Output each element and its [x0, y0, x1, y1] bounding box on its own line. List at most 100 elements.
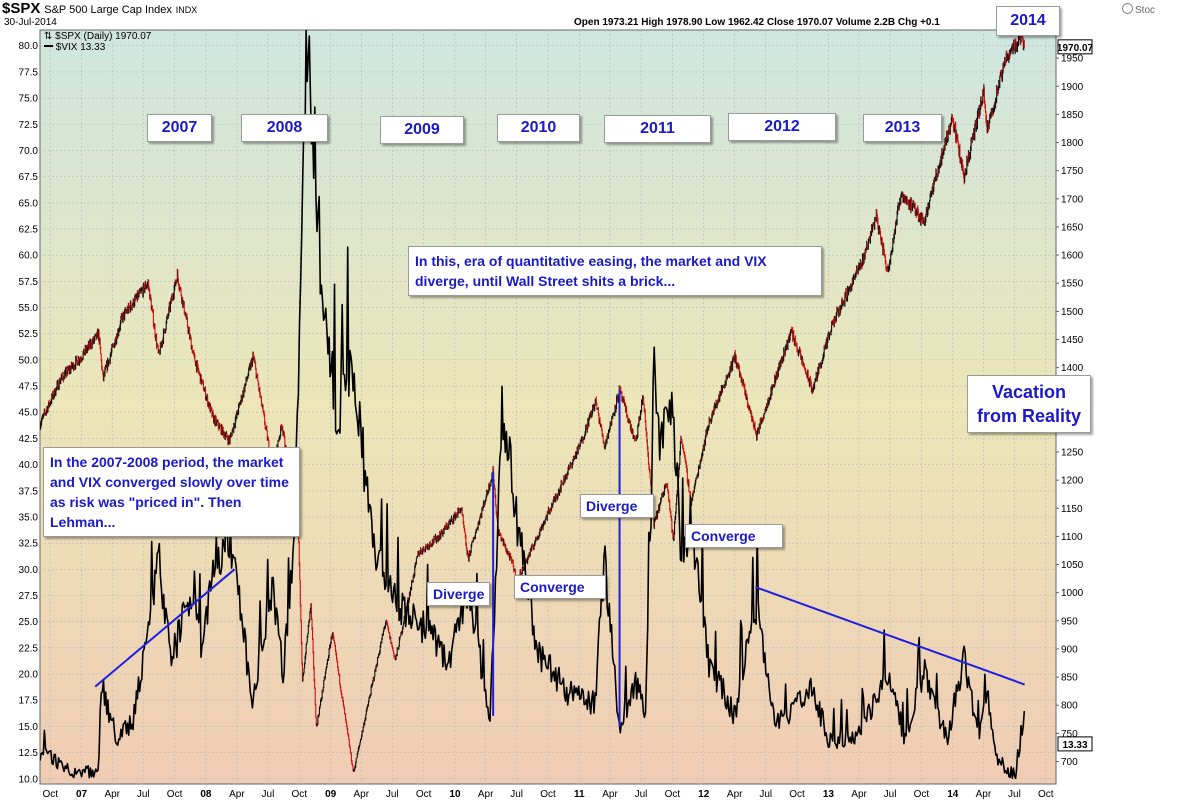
legend-vix: $VIX 13.33: [44, 42, 151, 53]
left-tick-label: 25.0: [19, 617, 39, 628]
left-tick-label: 80.0: [19, 41, 39, 52]
left-tick-label: 75.0: [19, 94, 39, 105]
left-axis-ticks: 10.0 12.5 15.0 17.5 20.0 22.5 25.0 27.5 30.0 32.5…: [19, 41, 39, 785]
x-tick-label: Jul: [884, 789, 897, 800]
right-tick-label: 1050: [1061, 560, 1084, 571]
x-tick-label: Jul: [759, 789, 772, 800]
year-label-2014: 2014: [996, 6, 1060, 36]
right-tick-label: 1250: [1061, 448, 1084, 459]
watermark-text: Stoc: [1135, 5, 1156, 16]
left-tick-label: 52.5: [19, 329, 39, 340]
year-label-2009: 2009: [380, 116, 464, 144]
line-icon: [44, 45, 53, 47]
candle-icon: ⇅: [44, 31, 53, 42]
x-tick-label: Apr: [602, 789, 618, 800]
x-tick-label: 08: [200, 789, 212, 800]
right-tick-label: 1700: [1061, 194, 1084, 205]
x-tick-label: Apr: [478, 789, 494, 800]
qe-annotation: In this, era of quantitative easing, the…: [408, 246, 822, 296]
vix-price-tag-text: 13.33: [1062, 740, 1087, 751]
left-tick-label: 60.0: [19, 251, 39, 262]
left-tick-label: 15.0: [19, 722, 39, 733]
x-tick-label: Oct: [42, 789, 58, 800]
right-tick-label: 1500: [1061, 307, 1084, 318]
left-tick-label: 40.0: [19, 460, 39, 471]
right-tick-label: 1550: [1061, 279, 1084, 290]
left-tick-label: 67.5: [19, 172, 39, 183]
right-tick-label: 850: [1061, 673, 1078, 684]
right-tick-label: 1950: [1061, 54, 1084, 65]
spx-price-tag-text: 1970.07: [1057, 43, 1094, 54]
left-tick-label: 62.5: [19, 224, 39, 235]
trend-line: [755, 586, 1025, 686]
left-tick-label: 77.5: [19, 67, 39, 78]
right-tick-label: 900: [1061, 644, 1078, 655]
x-tick-label: Oct: [1038, 789, 1054, 800]
right-tick-label: 750: [1061, 729, 1078, 740]
right-tick-label: 1400: [1061, 363, 1084, 374]
legend-spx-label: $SPX (Daily) 1970.07: [55, 31, 152, 42]
left-tick-label: 57.5: [19, 277, 39, 288]
x-tick-label: 13: [823, 789, 835, 800]
ohlc-summary: Open 1973.21 High 1978.90 Low 1962.42 Cl…: [574, 17, 940, 28]
exchange-label: INDX: [175, 5, 198, 15]
right-tick-label: 1150: [1061, 504, 1083, 515]
right-tick-label: 1450: [1061, 335, 1084, 346]
x-tick-label: 14: [947, 789, 959, 800]
left-tick-label: 10.0: [19, 774, 39, 785]
ticker-symbol: $SPX: [2, 0, 41, 17]
converge-label-2010: Converge: [514, 575, 606, 599]
x-tick-label: Oct: [540, 789, 556, 800]
right-tick-label: 800: [1061, 701, 1078, 712]
year-label-2013: 2013: [863, 114, 942, 142]
vacation-annotation: Vacation from Reality: [967, 375, 1091, 433]
x-tick-label: Oct: [291, 789, 307, 800]
left-tick-label: 22.5: [19, 643, 39, 654]
left-tick-label: 12.5: [19, 748, 39, 759]
x-tick-label: Jul: [386, 789, 399, 800]
x-tick-label: Oct: [416, 789, 432, 800]
right-tick-label: 1650: [1061, 222, 1084, 233]
lehman-annotation: In the 2007-2008 period, the market and …: [43, 447, 300, 537]
left-tick-label: 55.0: [19, 303, 39, 314]
trend-line: [94, 568, 236, 688]
x-tick-label: Jul: [137, 789, 150, 800]
watermark: Stoc: [1122, 3, 1155, 16]
x-tick-label: Oct: [789, 789, 805, 800]
x-tick-label: Apr: [851, 789, 867, 800]
year-label-2010: 2010: [497, 114, 580, 142]
right-tick-label: 1850: [1061, 110, 1084, 121]
chart-date: 30-Jul-2014: [4, 17, 57, 28]
vix-price-tag-box: [1057, 736, 1093, 752]
diverge-label-2010: Diverge: [427, 582, 491, 606]
x-tick-label: Apr: [976, 789, 992, 800]
left-tick-label: 37.5: [19, 486, 39, 497]
legend-spx: ⇅ $SPX (Daily) 1970.07: [44, 31, 151, 42]
x-tick-label: Jul: [510, 789, 523, 800]
x-tick-label: 12: [698, 789, 710, 800]
x-tick-label: Apr: [354, 789, 370, 800]
x-tick-label: 10: [449, 789, 461, 800]
right-tick-label: 950: [1061, 616, 1078, 627]
x-tick-label: Jul: [635, 789, 648, 800]
left-tick-label: 70.0: [19, 146, 39, 157]
year-label-2008: 2008: [241, 114, 328, 142]
year-label-2007: 2007: [147, 114, 212, 142]
vix-line: [40, 30, 1026, 780]
legend-vix-label: $VIX 13.33: [55, 42, 106, 53]
x-tick-label: Oct: [914, 789, 930, 800]
watermark-icon: [1122, 3, 1133, 14]
x-tick-label: Apr: [727, 789, 743, 800]
left-tick-label: 72.5: [19, 120, 39, 131]
right-tick-label: 1100: [1061, 532, 1083, 543]
x-tick-label: Jul: [1008, 789, 1021, 800]
x-tick-label: 09: [325, 789, 337, 800]
x-axis-ticks: Oct 07 Apr Jul Oct 08 Apr Jul Oct 09 Apr Jul Oct 10 Ap…: [42, 789, 1053, 800]
left-tick-label: 65.0: [19, 198, 39, 209]
right-tick-label: 1000: [1061, 588, 1084, 599]
left-tick-label: 50.0: [19, 355, 39, 366]
x-tick-label: Apr: [104, 789, 120, 800]
vix-series: [40, 30, 1026, 780]
spx-price-tag-box: [1057, 39, 1093, 55]
